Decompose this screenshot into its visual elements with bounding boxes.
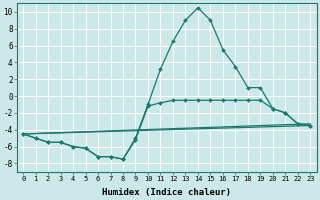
- X-axis label: Humidex (Indice chaleur): Humidex (Indice chaleur): [102, 188, 231, 197]
